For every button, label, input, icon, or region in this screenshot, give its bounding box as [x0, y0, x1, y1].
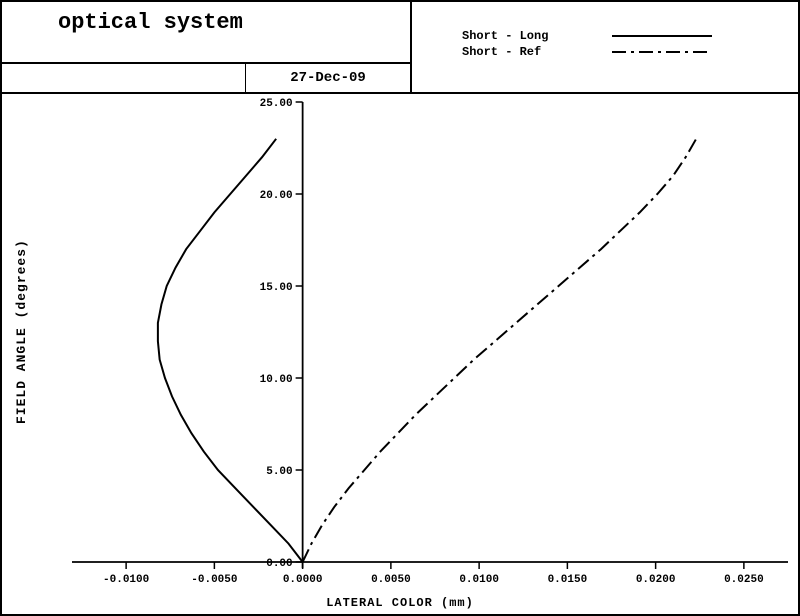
- legend-swatch-1: [612, 44, 712, 60]
- svg-text:-0.0050: -0.0050: [191, 574, 237, 586]
- svg-text:5.00: 5.00: [266, 466, 292, 478]
- svg-text:0.0100: 0.0100: [459, 574, 499, 586]
- svg-text:15.00: 15.00: [260, 282, 293, 294]
- title-text: optical system: [58, 10, 243, 35]
- title-box: optical system: [2, 2, 412, 64]
- header: optical system 27-Dec-09 Short - Long Sh…: [2, 2, 798, 94]
- svg-text:20.00: 20.00: [260, 190, 293, 202]
- svg-text:0.0200: 0.0200: [636, 574, 676, 586]
- chart-frame: optical system 27-Dec-09 Short - Long Sh…: [0, 0, 800, 616]
- legend-row-1: Short - Ref: [462, 44, 782, 60]
- legend-swatch-0: [612, 28, 712, 44]
- date-box: 27-Dec-09: [2, 64, 412, 94]
- svg-text:0.0050: 0.0050: [371, 574, 411, 586]
- legend-box: Short - Long Short - Ref: [412, 2, 798, 94]
- svg-text:-0.0100: -0.0100: [103, 574, 149, 586]
- svg-text:25.00: 25.00: [260, 98, 293, 110]
- date-text: 27-Dec-09: [245, 64, 410, 92]
- svg-text:0.0250: 0.0250: [724, 574, 764, 586]
- legend-label-0: Short - Long: [462, 29, 582, 43]
- svg-text:0.0150: 0.0150: [548, 574, 588, 586]
- svg-text:0.0000: 0.0000: [283, 574, 323, 586]
- svg-text:0.00: 0.00: [266, 558, 292, 570]
- chart-svg: -0.0100 -0.0050 0.0000 0.0050 0.0100 0.0150 0.…: [2, 94, 798, 614]
- chart-area: FIELD ANGLE (degrees) LATERAL COLOR (mm)…: [2, 94, 798, 614]
- svg-text:10.00: 10.00: [260, 374, 293, 386]
- legend-label-1: Short - Ref: [462, 45, 582, 59]
- legend-row-0: Short - Long: [462, 28, 782, 44]
